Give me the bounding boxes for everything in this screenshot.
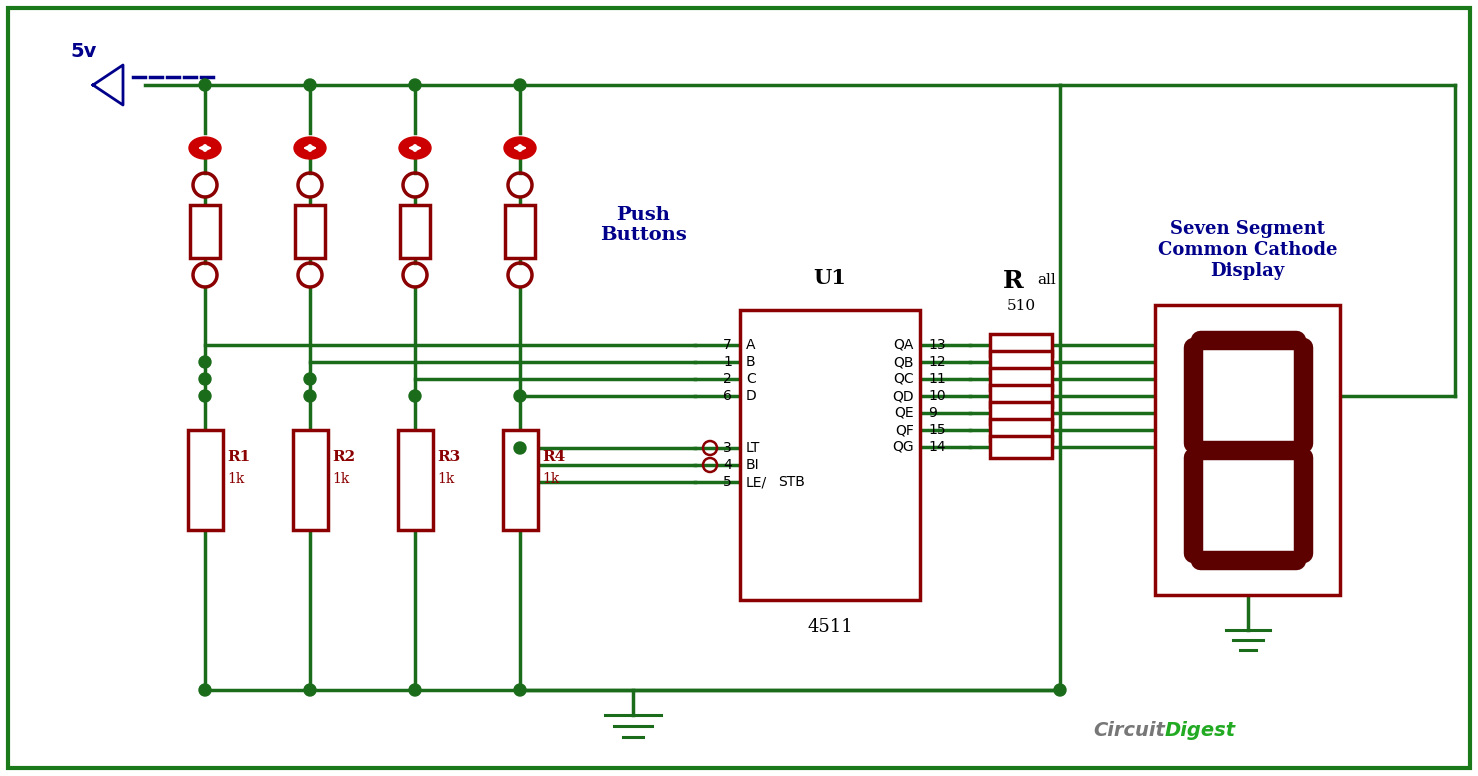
Text: 12: 12	[928, 355, 946, 369]
Circle shape	[304, 79, 316, 91]
Bar	[293, 430, 328, 530]
Text: C: C	[746, 372, 755, 386]
Bar	[188, 430, 223, 530]
Bar	[990, 419, 1052, 441]
Text: Circuit: Circuit	[1094, 721, 1165, 740]
Text: 14: 14	[928, 440, 946, 454]
Text: LE/: LE/	[746, 475, 767, 489]
Circle shape	[200, 684, 211, 696]
Circle shape	[514, 684, 526, 696]
Text: 2: 2	[723, 372, 732, 386]
Ellipse shape	[189, 137, 222, 159]
Text: R2: R2	[333, 450, 356, 464]
Circle shape	[304, 373, 316, 385]
Text: 3: 3	[723, 441, 732, 455]
Circle shape	[1054, 684, 1066, 696]
Text: 4: 4	[723, 458, 732, 472]
Text: R4: R4	[542, 450, 566, 464]
Text: all: all	[1038, 273, 1055, 287]
Text: QE: QE	[894, 406, 913, 420]
Circle shape	[200, 79, 211, 91]
Circle shape	[200, 390, 211, 402]
Text: B: B	[746, 355, 755, 369]
Bar	[401, 205, 430, 258]
Text: 4511: 4511	[807, 618, 853, 636]
Text: 5: 5	[723, 475, 732, 489]
Bar	[740, 310, 919, 600]
Text: 10: 10	[928, 389, 946, 403]
Circle shape	[409, 390, 421, 402]
Ellipse shape	[399, 137, 432, 159]
Text: 1k: 1k	[333, 472, 350, 486]
Text: 510: 510	[1007, 299, 1036, 313]
Bar	[1154, 305, 1341, 595]
Text: 13: 13	[928, 338, 946, 352]
Bar	[990, 334, 1052, 356]
Text: STB: STB	[777, 475, 806, 489]
Text: R1: R1	[228, 450, 251, 464]
Text: LT: LT	[746, 441, 760, 455]
Text: BI: BI	[746, 458, 760, 472]
Ellipse shape	[294, 137, 327, 159]
Bar	[505, 205, 535, 258]
Circle shape	[514, 390, 526, 402]
Text: Seven Segment
Common Cathode
Display: Seven Segment Common Cathode Display	[1157, 220, 1338, 280]
Bar	[990, 436, 1052, 458]
Bar	[503, 430, 538, 530]
Text: D: D	[746, 389, 757, 403]
Bar	[990, 368, 1052, 390]
Text: 9: 9	[928, 406, 937, 420]
Text: 1k: 1k	[228, 472, 245, 486]
Circle shape	[200, 356, 211, 368]
Text: Digest: Digest	[1165, 721, 1236, 740]
Text: R: R	[1002, 269, 1023, 293]
Bar	[990, 351, 1052, 373]
Text: 15: 15	[928, 423, 946, 437]
Circle shape	[200, 373, 211, 385]
Circle shape	[304, 390, 316, 402]
Text: QD: QD	[893, 389, 913, 403]
Text: QG: QG	[893, 440, 913, 454]
Circle shape	[514, 79, 526, 91]
Text: QF: QF	[896, 423, 913, 437]
Text: A: A	[746, 338, 755, 352]
Text: 6: 6	[723, 389, 732, 403]
Circle shape	[304, 684, 316, 696]
Text: QA: QA	[894, 338, 913, 352]
Bar	[990, 402, 1052, 424]
Circle shape	[409, 79, 421, 91]
Ellipse shape	[504, 137, 537, 159]
Bar	[990, 385, 1052, 407]
Text: U1: U1	[813, 268, 847, 288]
Circle shape	[409, 684, 421, 696]
Bar	[296, 205, 325, 258]
Text: 1k: 1k	[542, 472, 560, 486]
Text: 1: 1	[723, 355, 732, 369]
Text: Push
Buttons: Push Buttons	[600, 206, 687, 244]
Text: 5v: 5v	[69, 42, 96, 61]
Text: 11: 11	[928, 372, 946, 386]
Text: 1k: 1k	[437, 472, 455, 486]
Circle shape	[514, 442, 526, 454]
Text: R3: R3	[437, 450, 461, 464]
Bar	[191, 205, 220, 258]
Text: QB: QB	[894, 355, 913, 369]
Text: 7: 7	[723, 338, 732, 352]
Text: QC: QC	[893, 372, 913, 386]
Bar	[398, 430, 433, 530]
